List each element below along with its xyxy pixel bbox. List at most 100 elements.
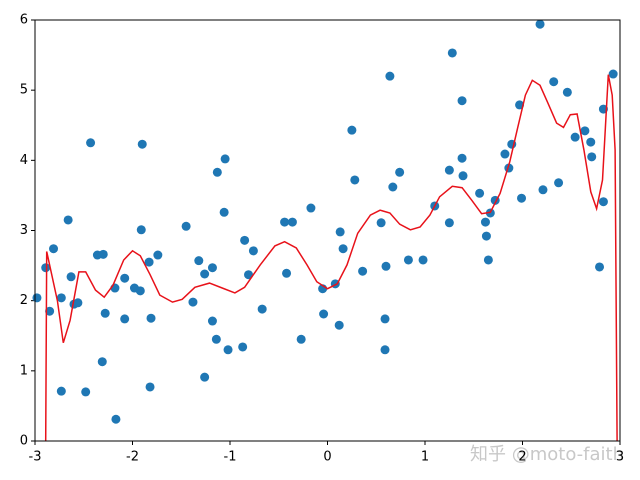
point — [447, 48, 457, 58]
point — [200, 372, 210, 382]
point — [380, 314, 390, 324]
point — [444, 165, 454, 175]
point — [595, 262, 605, 272]
watermark: 知乎 @moto-faith — [470, 444, 624, 465]
point — [100, 308, 110, 318]
point — [63, 215, 73, 225]
point — [257, 304, 267, 314]
point — [137, 139, 147, 149]
point — [207, 263, 217, 273]
x-tick-label: -3 — [29, 450, 42, 465]
x-tick-label: 0 — [323, 450, 331, 465]
point — [334, 320, 344, 330]
point — [475, 188, 485, 198]
point — [144, 257, 154, 267]
y-tick-label: 0 — [20, 434, 28, 449]
point — [385, 71, 395, 81]
point — [481, 231, 491, 241]
point — [517, 193, 527, 203]
x-tick-label: -2 — [126, 450, 139, 465]
point — [212, 167, 222, 177]
point — [136, 225, 146, 235]
point — [32, 293, 42, 303]
point — [403, 255, 413, 265]
point — [535, 19, 545, 29]
x-tick-label: 3 — [616, 450, 624, 465]
point — [194, 256, 204, 266]
point — [483, 255, 493, 265]
point — [554, 178, 564, 188]
point — [335, 227, 345, 237]
point — [207, 316, 217, 326]
y-tick-label: 3 — [20, 223, 28, 238]
point — [111, 414, 121, 424]
fit-curve — [44, 74, 618, 442]
point — [244, 270, 254, 280]
point — [282, 268, 292, 278]
point — [188, 297, 198, 307]
point — [66, 272, 76, 282]
point — [296, 334, 306, 344]
point — [41, 263, 51, 273]
point — [457, 96, 467, 106]
point — [97, 357, 107, 367]
point — [500, 149, 510, 159]
point — [457, 153, 467, 163]
y-tick-label: 1 — [20, 363, 28, 378]
point — [586, 137, 596, 147]
point — [549, 77, 559, 87]
point — [587, 152, 597, 162]
point — [381, 261, 391, 271]
point — [145, 382, 155, 392]
point — [480, 217, 490, 227]
point — [388, 182, 398, 192]
y-tick-label: 4 — [20, 153, 28, 168]
point — [598, 197, 608, 207]
plot-frame — [34, 19, 621, 442]
point — [358, 266, 368, 276]
point — [153, 250, 163, 260]
point — [395, 167, 405, 177]
point — [238, 342, 248, 352]
point — [347, 125, 357, 135]
point — [338, 244, 348, 254]
y-tick-label: 5 — [20, 83, 28, 98]
point — [223, 345, 233, 355]
point — [49, 244, 59, 254]
point — [570, 132, 580, 142]
point — [240, 235, 250, 245]
point — [458, 171, 468, 181]
point — [146, 313, 156, 323]
point — [538, 185, 548, 195]
point — [120, 273, 130, 283]
point — [418, 255, 428, 265]
point — [376, 218, 386, 228]
x-tick-label: 1 — [421, 450, 429, 465]
point — [280, 217, 290, 227]
point — [608, 69, 618, 79]
point — [380, 345, 390, 355]
point — [86, 138, 96, 148]
point — [248, 246, 258, 256]
point — [73, 298, 83, 308]
point — [287, 217, 297, 227]
y-tick-label: 2 — [20, 293, 28, 308]
point — [350, 175, 360, 185]
point — [580, 126, 590, 136]
point — [444, 218, 454, 228]
point — [319, 309, 329, 319]
point — [219, 207, 229, 217]
point — [81, 387, 91, 397]
point — [56, 293, 66, 303]
point — [45, 306, 55, 316]
point — [306, 203, 316, 213]
point — [135, 286, 145, 296]
x-tick-label: -1 — [224, 450, 237, 465]
point — [56, 386, 66, 396]
point — [120, 314, 130, 324]
point — [220, 154, 230, 164]
point — [200, 269, 210, 279]
point — [211, 334, 221, 344]
x-tick-label: 2 — [518, 450, 526, 465]
